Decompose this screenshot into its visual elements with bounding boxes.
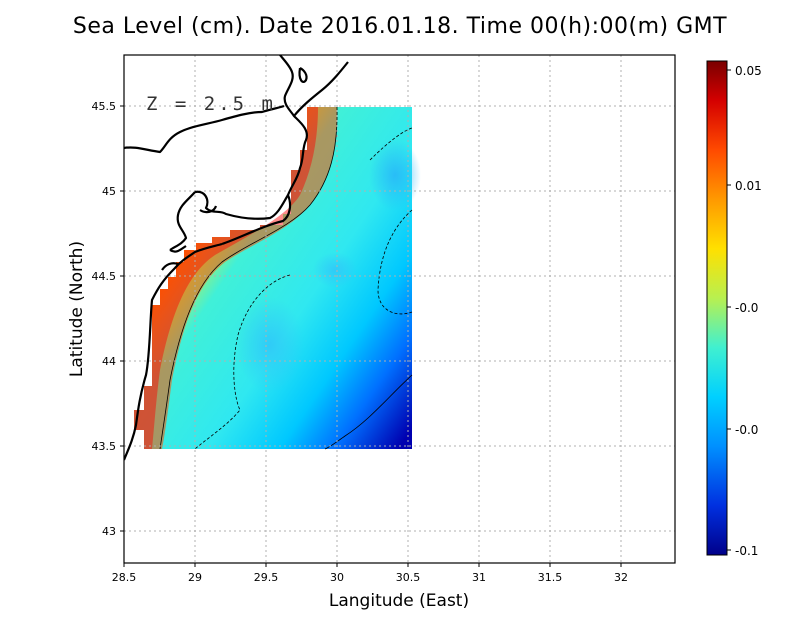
y-tick-label: 44.5: [92, 270, 117, 283]
colorbar-labels: 0.05 0.01 -0.0 -0.0 -0.1: [735, 64, 762, 558]
x-tick-label: 29.5: [254, 571, 279, 584]
x-tick-label: 28.5: [112, 571, 137, 584]
eddy-south: [236, 297, 304, 393]
colorbar: [706, 60, 728, 556]
eddy-mid: [313, 252, 357, 288]
tick-marks: [120, 105, 622, 567]
field-polygon: [134, 107, 412, 449]
colorbar-label: 0.05: [735, 64, 762, 78]
y-axis-label: Latitude (North): [67, 241, 87, 377]
colorbar-label: 0.01: [735, 179, 762, 193]
map-title: Sea Level (cm). Date 2016.01.18. Time 00…: [72, 14, 728, 39]
y-tick-label: 43: [102, 525, 116, 538]
x-axis-label: Langitude (East): [329, 591, 469, 611]
y-tick-label: 45: [102, 185, 116, 198]
coastal-red-band: [134, 107, 318, 449]
coastline: [124, 55, 349, 461]
colorbar-label: -0.1: [735, 544, 758, 558]
y-tick-label: 43.5: [92, 440, 117, 453]
x-tick-label: 30: [330, 571, 344, 584]
colorbar-label: -0.0: [735, 423, 758, 437]
y-tick-label: 44: [102, 355, 116, 368]
x-tick-label: 31: [472, 571, 486, 584]
coastal-high-band: [134, 107, 338, 449]
sea-level-field: [134, 106, 421, 450]
x-tick-label: 32: [614, 571, 628, 584]
colorbar-label: -0.0: [735, 301, 758, 315]
plot-frame: [123, 54, 676, 564]
depth-annotation: Z = 2.5 m: [146, 93, 276, 115]
eddy-north: [369, 139, 421, 211]
x-tick-labels: 28.5 29 29.5 30 30.5 31 31.5 32: [112, 571, 628, 584]
y-tick-label: 45.5: [92, 100, 117, 113]
x-tick-label: 31.5: [538, 571, 563, 584]
x-tick-label: 30.5: [396, 571, 421, 584]
y-tick-labels: 43 43.5 44 44.5 45 45.5: [92, 100, 117, 538]
gridlines: [124, 55, 675, 563]
colorbar-ticks: [727, 69, 731, 551]
x-tick-label: 29: [188, 571, 202, 584]
